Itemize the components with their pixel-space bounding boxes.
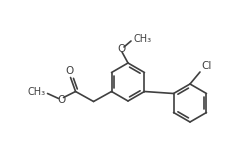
Text: O: O <box>57 95 66 104</box>
Text: Cl: Cl <box>201 61 211 71</box>
Text: CH₃: CH₃ <box>27 86 46 96</box>
Text: CH₃: CH₃ <box>133 34 151 44</box>
Text: O: O <box>65 66 74 76</box>
Text: O: O <box>117 44 125 54</box>
